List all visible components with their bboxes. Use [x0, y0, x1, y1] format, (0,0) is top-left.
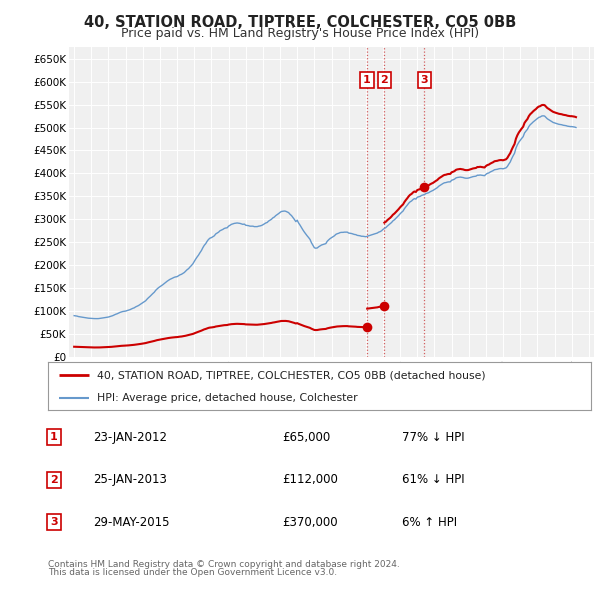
Text: 1: 1 — [50, 432, 58, 442]
Text: 2: 2 — [380, 75, 388, 85]
Text: 6% ↑ HPI: 6% ↑ HPI — [402, 516, 457, 529]
Text: HPI: Average price, detached house, Colchester: HPI: Average price, detached house, Colc… — [97, 393, 358, 403]
Text: 61% ↓ HPI: 61% ↓ HPI — [402, 473, 464, 486]
Text: Contains HM Land Registry data © Crown copyright and database right 2024.: Contains HM Land Registry data © Crown c… — [48, 560, 400, 569]
Text: 2: 2 — [50, 475, 58, 484]
Text: 25-JAN-2013: 25-JAN-2013 — [93, 473, 167, 486]
Text: £65,000: £65,000 — [282, 431, 330, 444]
Text: 3: 3 — [50, 517, 58, 527]
Text: £112,000: £112,000 — [282, 473, 338, 486]
Text: 29-MAY-2015: 29-MAY-2015 — [93, 516, 170, 529]
Text: 77% ↓ HPI: 77% ↓ HPI — [402, 431, 464, 444]
Text: 3: 3 — [421, 75, 428, 85]
Text: 40, STATION ROAD, TIPTREE, COLCHESTER, CO5 0BB (detached house): 40, STATION ROAD, TIPTREE, COLCHESTER, C… — [97, 370, 485, 380]
Text: This data is licensed under the Open Government Licence v3.0.: This data is licensed under the Open Gov… — [48, 568, 337, 577]
Text: Price paid vs. HM Land Registry's House Price Index (HPI): Price paid vs. HM Land Registry's House … — [121, 27, 479, 40]
Text: 23-JAN-2012: 23-JAN-2012 — [93, 431, 167, 444]
Text: 40, STATION ROAD, TIPTREE, COLCHESTER, CO5 0BB: 40, STATION ROAD, TIPTREE, COLCHESTER, C… — [84, 15, 516, 30]
Text: £370,000: £370,000 — [282, 516, 338, 529]
Text: 1: 1 — [363, 75, 371, 85]
